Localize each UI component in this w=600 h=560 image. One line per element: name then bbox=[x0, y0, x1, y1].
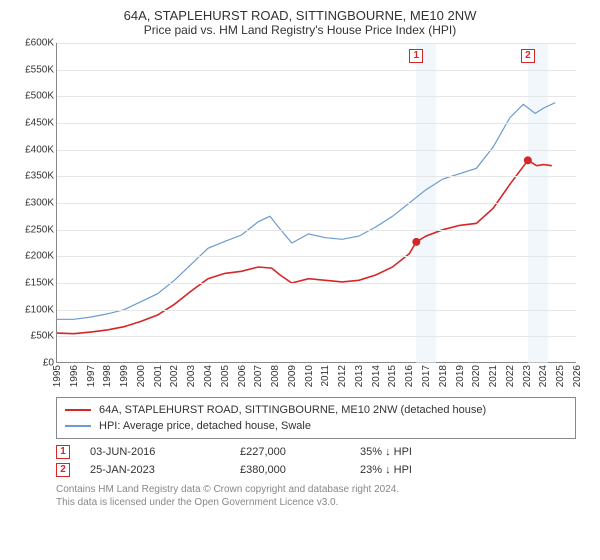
x-tick-label: 2021 bbox=[488, 365, 499, 387]
x-tick-label: 1999 bbox=[119, 365, 130, 387]
event-table: 1 03-JUN-2016 £227,000 35% ↓ HPI 2 25-JAN-202… bbox=[56, 445, 576, 477]
series-line-property bbox=[57, 160, 552, 333]
legend-label: HPI: Average price, detached house, Swal… bbox=[99, 418, 311, 434]
footer-attribution: Contains HM Land Registry data © Crown c… bbox=[56, 483, 576, 509]
x-tick-label: 1996 bbox=[69, 365, 80, 387]
footer-line: Contains HM Land Registry data © Crown c… bbox=[56, 483, 576, 496]
x-tick-label: 2001 bbox=[153, 365, 164, 387]
y-tick-label: £200K bbox=[25, 251, 54, 262]
legend-swatch bbox=[65, 409, 91, 411]
event-row: 1 03-JUN-2016 £227,000 35% ↓ HPI bbox=[56, 445, 576, 459]
x-tick-label: 2016 bbox=[404, 365, 415, 387]
x-tick-label: 2000 bbox=[136, 365, 147, 387]
event-delta: 23% ↓ HPI bbox=[360, 464, 470, 476]
x-tick-label: 2012 bbox=[337, 365, 348, 387]
gridline bbox=[57, 70, 576, 71]
gridline bbox=[57, 176, 576, 177]
event-price: £227,000 bbox=[240, 446, 340, 458]
x-tick-label: 2018 bbox=[438, 365, 449, 387]
x-tick-label: 2025 bbox=[555, 365, 566, 387]
event-date: 25-JAN-2023 bbox=[90, 464, 220, 476]
event-marker-box: 1 bbox=[409, 49, 423, 63]
x-tick-label: 2002 bbox=[169, 365, 180, 387]
y-tick-label: £400K bbox=[25, 144, 54, 155]
x-tick-label: 2004 bbox=[203, 365, 214, 387]
x-tick-label: 2026 bbox=[572, 365, 583, 387]
x-tick-label: 2017 bbox=[421, 365, 432, 387]
y-tick-label: £50K bbox=[31, 331, 54, 342]
gridline bbox=[57, 230, 576, 231]
event-delta: 35% ↓ HPI bbox=[360, 446, 470, 458]
chart-title: 64A, STAPLEHURST ROAD, SITTINGBOURNE, ME… bbox=[12, 8, 588, 23]
x-tick-label: 1998 bbox=[102, 365, 113, 387]
x-tick-label: 1997 bbox=[86, 365, 97, 387]
event-marker-box: 2 bbox=[521, 49, 535, 63]
y-tick-label: £550K bbox=[25, 64, 54, 75]
x-tick-label: 1995 bbox=[52, 365, 63, 387]
y-tick-label: £100K bbox=[25, 304, 54, 315]
footer-line: This data is licensed under the Open Gov… bbox=[56, 496, 576, 509]
gridline bbox=[57, 123, 576, 124]
x-tick-label: 2009 bbox=[287, 365, 298, 387]
y-tick-label: £300K bbox=[25, 198, 54, 209]
x-tick-label: 2024 bbox=[538, 365, 549, 387]
legend-item: 64A, STAPLEHURST ROAD, SITTINGBOURNE, ME… bbox=[65, 402, 567, 418]
x-axis: 1995199619971998199920002001200220032004… bbox=[56, 363, 576, 393]
y-tick-label: £600K bbox=[25, 38, 54, 49]
y-tick-label: £250K bbox=[25, 224, 54, 235]
event-dot bbox=[524, 156, 532, 164]
gridline bbox=[57, 310, 576, 311]
x-tick-label: 2015 bbox=[387, 365, 398, 387]
y-tick-label: £500K bbox=[25, 91, 54, 102]
y-tick-label: £350K bbox=[25, 171, 54, 182]
event-date: 03-JUN-2016 bbox=[90, 446, 220, 458]
x-tick-label: 2005 bbox=[220, 365, 231, 387]
event-price: £380,000 bbox=[240, 464, 340, 476]
legend: 64A, STAPLEHURST ROAD, SITTINGBOURNE, ME… bbox=[56, 397, 576, 439]
x-tick-label: 2023 bbox=[522, 365, 533, 387]
gridline bbox=[57, 96, 576, 97]
gridline bbox=[57, 256, 576, 257]
x-tick-label: 2022 bbox=[505, 365, 516, 387]
event-dot bbox=[412, 238, 420, 246]
x-tick-label: 2020 bbox=[471, 365, 482, 387]
series-line-hpi bbox=[57, 103, 555, 320]
x-tick-label: 2014 bbox=[371, 365, 382, 387]
x-tick-label: 2003 bbox=[186, 365, 197, 387]
legend-label: 64A, STAPLEHURST ROAD, SITTINGBOURNE, ME… bbox=[99, 402, 486, 418]
legend-item: HPI: Average price, detached house, Swal… bbox=[65, 418, 567, 434]
legend-swatch bbox=[65, 425, 91, 427]
plot-area: 12 bbox=[56, 43, 576, 363]
event-marker-box: 2 bbox=[56, 463, 70, 477]
y-axis: £0£50K£100K£150K£200K£250K£300K£350K£400… bbox=[12, 43, 56, 363]
y-tick-label: £150K bbox=[25, 278, 54, 289]
x-tick-label: 2008 bbox=[270, 365, 281, 387]
x-tick-label: 2013 bbox=[354, 365, 365, 387]
event-row: 2 25-JAN-2023 £380,000 23% ↓ HPI bbox=[56, 463, 576, 477]
event-marker-box: 1 bbox=[56, 445, 70, 459]
gridline bbox=[57, 336, 576, 337]
y-tick-label: £450K bbox=[25, 118, 54, 129]
x-tick-label: 2011 bbox=[320, 365, 331, 387]
gridline bbox=[57, 283, 576, 284]
gridline bbox=[57, 150, 576, 151]
x-tick-label: 2019 bbox=[455, 365, 466, 387]
x-tick-label: 2010 bbox=[304, 365, 315, 387]
x-tick-label: 2006 bbox=[237, 365, 248, 387]
chart-subtitle: Price paid vs. HM Land Registry's House … bbox=[12, 23, 588, 37]
chart: £0£50K£100K£150K£200K£250K£300K£350K£400… bbox=[12, 43, 588, 393]
x-tick-label: 2007 bbox=[253, 365, 264, 387]
gridline bbox=[57, 43, 576, 44]
gridline bbox=[57, 203, 576, 204]
